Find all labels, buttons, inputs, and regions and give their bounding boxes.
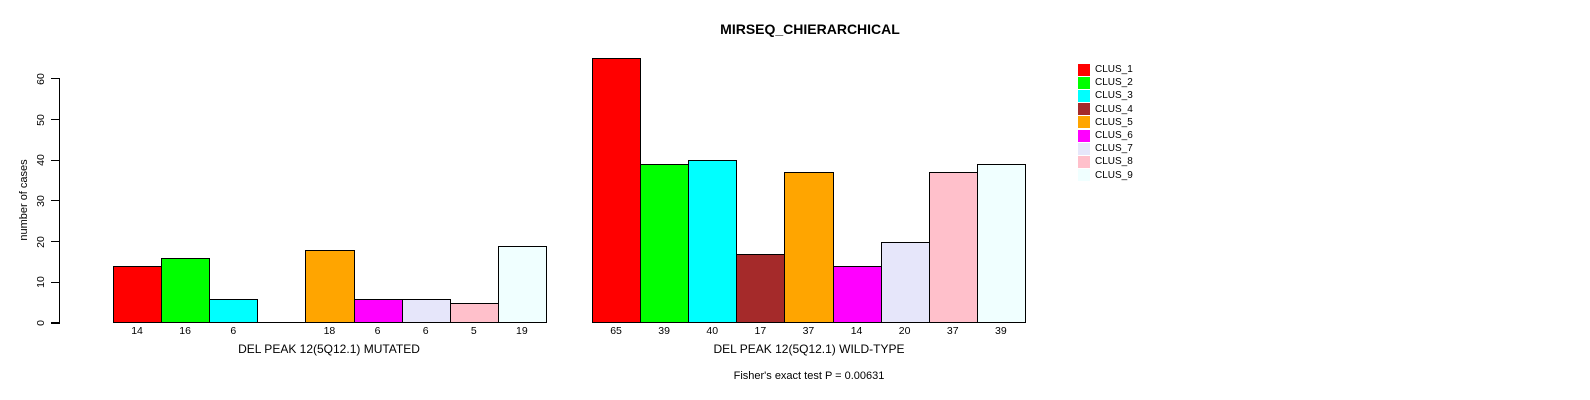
legend-item-clus_7: CLUS_7: [1078, 142, 1133, 155]
bar-mutated-clus_6: [354, 299, 403, 323]
bar-wild-type-clus_4: [736, 254, 785, 323]
bar-wild-type-clus_3: [688, 160, 737, 323]
legend-label: CLUS_3: [1095, 90, 1133, 102]
y-axis-tick-label: 30: [35, 195, 47, 207]
legend-item-clus_1: CLUS_1: [1078, 63, 1133, 76]
bar-value-label: 65: [610, 325, 622, 337]
bar-mutated-clus_3: [209, 299, 258, 323]
y-axis-tick-label: 40: [35, 154, 47, 167]
bar-value-label: 17: [754, 325, 767, 337]
bar-value-label: 37: [802, 325, 815, 337]
legend-item-clus_2: CLUS_2: [1078, 76, 1133, 89]
y-axis-tick-label: 60: [35, 72, 47, 85]
legend-swatch-clus_2: [1078, 76, 1090, 89]
bar-value-label: 16: [179, 325, 191, 337]
bar-mutated-clus_8: [450, 303, 499, 323]
y-axis-tick-label: 10: [35, 276, 47, 289]
legend-item-clus_8: CLUS_8: [1078, 155, 1133, 168]
bar-value-label: 40: [706, 325, 719, 337]
chart-title: MIRSEQ_CHIERARCHICAL: [720, 21, 900, 37]
bar-wild-type-clus_2: [640, 164, 689, 323]
bar-mutated-clus_7: [402, 299, 451, 323]
bar-value-label: 5: [470, 325, 477, 337]
legend-item-clus_3: CLUS_3: [1078, 89, 1133, 102]
legend-swatch-clus_6: [1078, 129, 1090, 142]
fisher-test-annotation: Fisher's exact test P = 0.00631: [733, 370, 885, 382]
bar-wild-type-clus_1: [592, 58, 641, 323]
bar-value-label: 37: [946, 325, 959, 337]
bar-wild-type-clus_5: [784, 172, 834, 323]
y-axis-tick-label: 0: [35, 320, 47, 326]
y-axis-tick-label: 50: [35, 113, 47, 126]
legend-swatch-clus_1: [1078, 63, 1090, 76]
legend-swatch-clus_7: [1078, 142, 1090, 155]
legend-item-clus_4: CLUS_4: [1078, 103, 1133, 116]
bar-mutated-clus_2: [161, 258, 210, 323]
bar-wild-type-clus_8: [929, 172, 978, 323]
y-axis-tick: [51, 159, 59, 161]
group-label-mutated: DEL PEAK 12(5Q12.1) MUTATED: [238, 342, 420, 356]
legend-swatch-clus_3: [1078, 89, 1090, 102]
legend-label: CLUS_2: [1095, 77, 1133, 89]
y-axis-tick: [51, 78, 59, 80]
bar-value-label: 14: [131, 325, 143, 337]
bar-value-label: 39: [995, 325, 1007, 337]
bar-mutated-clus_1: [113, 266, 162, 323]
y-axis-line: [58, 78, 60, 324]
y-axis-tick: [51, 241, 59, 243]
y-axis-tick: [51, 118, 59, 121]
bar-value-label: 6: [230, 325, 237, 337]
legend-label: CLUS_9: [1095, 169, 1133, 181]
bar-value-label: 20: [898, 325, 911, 337]
legend-item-clus_5: CLUS_5: [1078, 116, 1133, 129]
legend-label: CLUS_8: [1095, 156, 1133, 168]
legend-label: CLUS_5: [1095, 116, 1133, 128]
group-label-wild-type: DEL PEAK 12(5Q12.1) WILD-TYPE: [713, 342, 905, 356]
legend-label: CLUS_7: [1095, 143, 1133, 155]
y-axis-tick: [51, 322, 59, 324]
bar-value-label: 6: [374, 325, 381, 337]
bar-value-label: 14: [850, 325, 863, 337]
bar-value-label: 18: [323, 325, 336, 337]
legend-item-clus_9: CLUS_9: [1078, 169, 1133, 182]
y-axis-tick: [51, 200, 59, 202]
legend-label: CLUS_6: [1095, 130, 1133, 141]
legend-swatch-clus_8: [1078, 155, 1090, 168]
bar-value-label: 6: [422, 325, 429, 337]
bar-mutated-clus_5: [305, 250, 355, 323]
y-axis-label: number of cases: [18, 159, 30, 241]
legend-swatch-clus_9: [1078, 169, 1090, 182]
bar-wild-type-clus_9: [977, 164, 1026, 323]
y-axis-tick: [51, 281, 59, 283]
legend-swatch-clus_5: [1078, 116, 1090, 129]
bar-mutated-clus_4-zero: [257, 322, 306, 324]
y-axis-tick-label: 20: [35, 235, 47, 248]
bar-mutated-clus_9: [498, 246, 547, 323]
legend-label: CLUS_4: [1095, 103, 1133, 115]
bar-value-label: 19: [516, 325, 528, 337]
bar-wild-type-clus_7: [881, 242, 930, 323]
legend-swatch-clus_4: [1078, 103, 1090, 116]
legend-label: CLUS_1: [1095, 64, 1133, 75]
bar-wild-type-clus_6: [833, 266, 882, 323]
bar-value-label: 39: [658, 325, 670, 337]
legend-item-clus_6: CLUS_6: [1078, 129, 1133, 142]
